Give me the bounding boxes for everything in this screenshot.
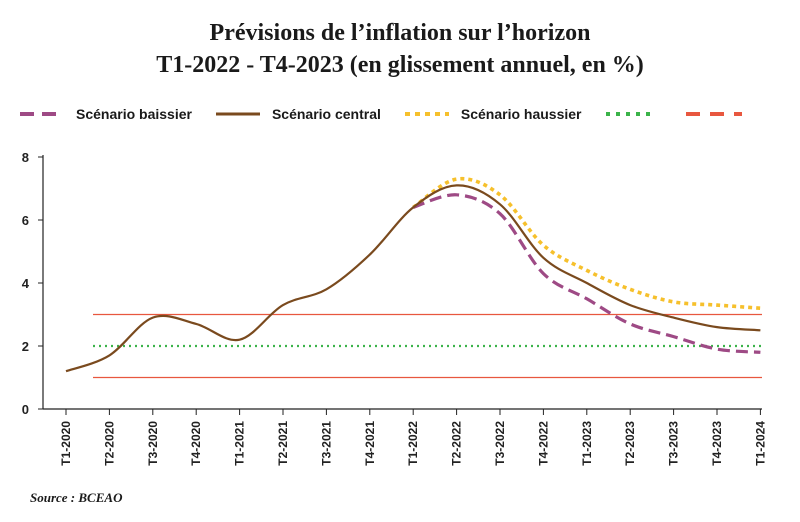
x-tick-label-T1-2020: T1-2020 xyxy=(59,421,73,466)
chart-title-line2: T1-2022 - T4-2023 (en glissement annuel,… xyxy=(156,52,644,78)
x-tick-label-T4-2022: T4-2022 xyxy=(536,421,550,466)
chart-title-line1: Prévisions de l’inflation sur l’horizon xyxy=(209,20,591,46)
x-tick-label-T3-2022: T3-2022 xyxy=(493,421,507,466)
series-line-sc-nario-haussier xyxy=(412,176,761,310)
y-tick-label-0: 0 xyxy=(22,402,29,417)
x-tick-label-T3-2023: T3-2023 xyxy=(667,421,681,466)
chart-source: Source : BCEAO xyxy=(30,490,123,505)
legend-swatch-central xyxy=(214,109,262,119)
x-tick-label-T2-2022: T2-2022 xyxy=(450,421,464,466)
x-tick-label-T1-2022: T1-2022 xyxy=(406,421,420,466)
x-tick-label-T3-2020: T3-2020 xyxy=(146,421,160,466)
x-tick-label-T1-2024: T1-2024 xyxy=(753,421,767,466)
chart-legend: Scénario baissier Scénario central Scéna… xyxy=(18,104,764,124)
y-tick-label-2: 2 xyxy=(22,339,29,354)
x-tick-label-T4-2023: T4-2023 xyxy=(710,421,724,466)
y-tick-label-4: 4 xyxy=(22,276,30,291)
y-tick-label-8: 8 xyxy=(22,150,29,165)
legend-label-baissier: Scénario baissier xyxy=(76,106,192,122)
legend-item-central: Scénario central xyxy=(214,106,381,122)
legend-swatch-band xyxy=(684,109,742,119)
x-tick-label-T4-2021: T4-2021 xyxy=(363,421,377,466)
legend-item-baissier: Scénario baissier xyxy=(18,106,192,122)
x-tick-label-T2-2021: T2-2021 xyxy=(276,421,290,466)
legend-label-central: Scénario central xyxy=(271,106,381,122)
series-line-sc-nario-baissier xyxy=(412,193,761,354)
legend-item-haussier: Scénario haussier xyxy=(403,106,582,122)
series-line-sc-nario-central xyxy=(65,184,761,373)
x-tick-label-T4-2020: T4-2020 xyxy=(189,421,203,466)
x-tick-label-T2-2020: T2-2020 xyxy=(102,421,116,466)
legend-swatch-baissier xyxy=(18,109,66,119)
x-tick-label-T1-2023: T1-2023 xyxy=(580,421,594,466)
x-tick-label-T2-2023: T2-2023 xyxy=(623,421,637,466)
legend-swatch-haussier xyxy=(403,109,451,119)
legend-item-target xyxy=(604,109,662,119)
x-tick-label-T3-2021: T3-2021 xyxy=(319,421,333,466)
legend-swatch-target xyxy=(604,109,652,119)
legend-label-haussier: Scénario haussier xyxy=(460,106,582,122)
y-tick-label-6: 6 xyxy=(22,213,29,228)
x-tick-label-T1-2021: T1-2021 xyxy=(233,421,247,466)
legend-item-band xyxy=(684,109,742,119)
